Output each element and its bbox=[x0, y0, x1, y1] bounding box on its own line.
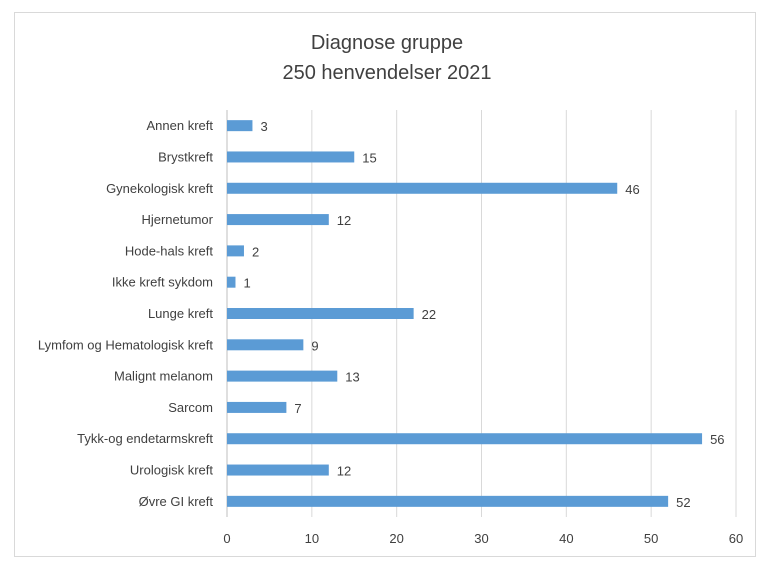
data-label: 12 bbox=[337, 464, 351, 479]
bar bbox=[227, 495, 669, 507]
data-label: 3 bbox=[260, 119, 267, 134]
bar bbox=[227, 339, 304, 351]
category-label: Sarcom bbox=[168, 400, 213, 415]
category-label: Lymfom og Hematologisk kreft bbox=[38, 337, 213, 352]
bar bbox=[227, 464, 329, 476]
category-label: Urologisk kreft bbox=[130, 463, 213, 478]
data-label: 2 bbox=[252, 244, 259, 259]
category-label: Annen kreft bbox=[147, 118, 214, 133]
data-label: 12 bbox=[337, 213, 351, 228]
category-label: Brystkreft bbox=[158, 149, 213, 164]
category-label: Malignt melanom bbox=[114, 369, 213, 384]
x-tick-label: 20 bbox=[389, 531, 403, 546]
chart-frame bbox=[14, 12, 756, 557]
bar bbox=[227, 401, 287, 413]
bar bbox=[227, 308, 414, 319]
category-label: Hjernetumor bbox=[141, 212, 213, 227]
bar bbox=[227, 370, 338, 382]
data-label: 46 bbox=[625, 182, 639, 197]
data-label: 1 bbox=[243, 276, 250, 291]
x-tick-label: 10 bbox=[305, 531, 319, 546]
x-tick-label: 60 bbox=[729, 531, 743, 546]
chart-title: Diagnose gruppe bbox=[310, 32, 464, 54]
data-label: 22 bbox=[422, 307, 436, 322]
bar bbox=[227, 276, 236, 288]
category-label: Gynekologisk kreft bbox=[106, 181, 213, 196]
category-label: Øvre GI kreft bbox=[139, 494, 214, 509]
category-label: Tykk-og endetarmskreft bbox=[77, 431, 213, 446]
bar bbox=[227, 245, 244, 257]
bar bbox=[227, 214, 329, 226]
bar bbox=[227, 182, 618, 194]
chart-subtitle: 250 henvendelser 2021 bbox=[282, 62, 492, 84]
category-label: Lunge kreft bbox=[148, 306, 213, 321]
data-label: 9 bbox=[311, 338, 318, 353]
x-tick-label: 50 bbox=[644, 531, 658, 546]
category-label: Ikke kreft sykdom bbox=[112, 275, 213, 290]
bar bbox=[227, 433, 703, 445]
x-tick-label: 0 bbox=[223, 531, 230, 546]
bar bbox=[227, 151, 355, 163]
data-label: 15 bbox=[362, 150, 376, 165]
x-tick-label: 30 bbox=[474, 531, 488, 546]
data-label: 56 bbox=[710, 432, 724, 447]
bar bbox=[227, 120, 253, 132]
x-tick-label: 40 bbox=[559, 531, 573, 546]
data-label: 13 bbox=[345, 370, 359, 385]
category-label: Hode-hals kreft bbox=[125, 243, 214, 258]
data-label: 7 bbox=[294, 401, 301, 416]
data-label: 52 bbox=[676, 495, 690, 510]
